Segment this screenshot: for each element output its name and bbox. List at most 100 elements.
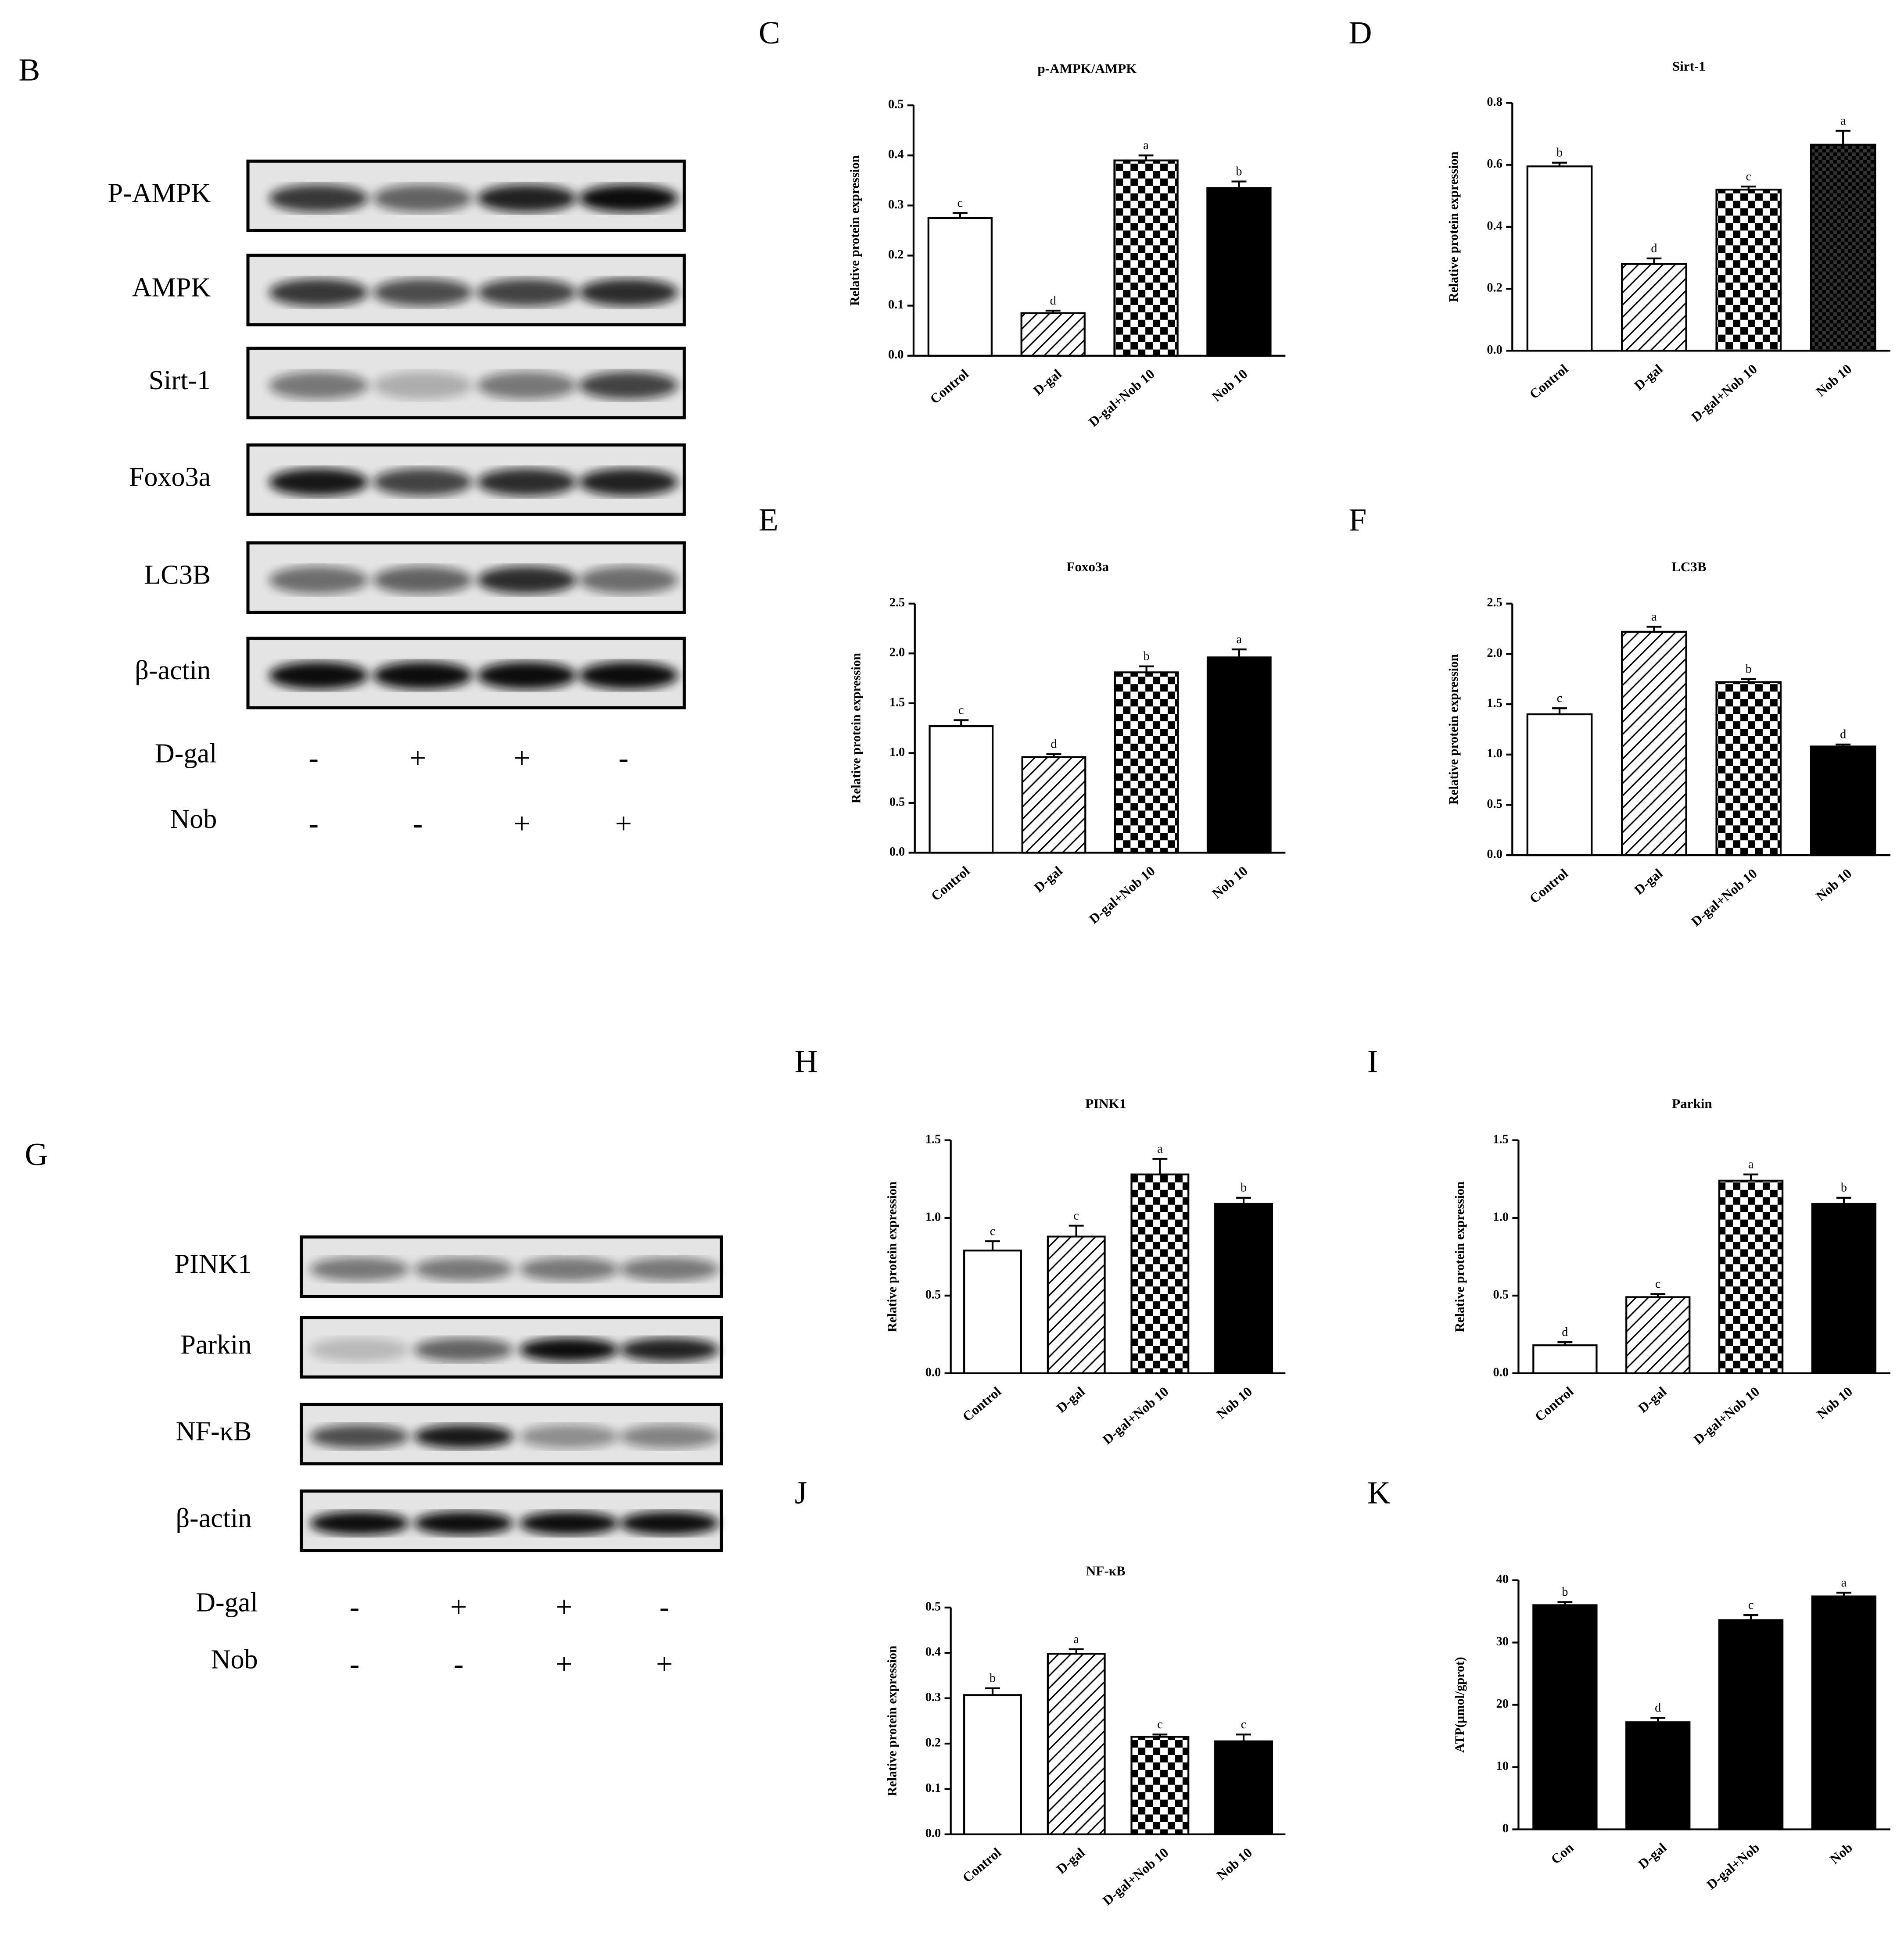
panel-label: F [1348, 502, 1366, 537]
y-tick-label: 0.4 [1487, 219, 1502, 233]
blot-band [310, 1511, 409, 1535]
bar [1206, 187, 1272, 357]
significance-letter: b [990, 1672, 996, 1685]
blot-band [373, 184, 473, 212]
significance-letter: c [1655, 1277, 1661, 1291]
y-tick-label: 1.5 [1487, 697, 1502, 710]
blot-band [477, 566, 577, 594]
significance-letter: d [1562, 1325, 1568, 1339]
significance-letter: a [1237, 633, 1242, 646]
error-bar [1046, 753, 1061, 757]
error-bar [1557, 1601, 1573, 1605]
blot-row-label: Parkin [180, 1330, 251, 1360]
y-tick-label: 2.5 [1487, 596, 1502, 609]
error-bar [1836, 129, 1851, 145]
blot-band [269, 371, 369, 400]
y-tick-label: 0.0 [1487, 848, 1502, 861]
blot-row-label: β-actin [176, 1503, 251, 1533]
error-bar [952, 212, 968, 218]
blot-band [579, 468, 678, 496]
y-tick-label: 0.0 [888, 348, 904, 362]
y-tick-label: 1.5 [889, 695, 905, 709]
chart-title: Sirt-1 [1672, 58, 1706, 74]
significance-letter: b [1236, 165, 1242, 178]
blot-band [477, 661, 577, 690]
bar [927, 217, 993, 357]
error-bar [1557, 1341, 1573, 1346]
error-bar [1236, 1734, 1251, 1741]
blot-band [579, 661, 678, 690]
bar [1718, 1179, 1784, 1375]
treatment-sign: - [619, 741, 629, 774]
bar [1718, 1619, 1784, 1830]
y-axis-label: ATP(μmol/gprot) [1453, 1657, 1467, 1752]
bar [1811, 1595, 1877, 1830]
significance-letter: a [1748, 1158, 1754, 1171]
y-tick-label: 0.4 [888, 148, 904, 161]
error-bar [1743, 1173, 1759, 1181]
significance-letter: c [1073, 1209, 1079, 1222]
y-tick-label: 0.5 [888, 98, 904, 111]
significance-letter: c [1241, 1718, 1247, 1731]
error-bar [1069, 1648, 1084, 1654]
y-axis-label: Relative protein expression [885, 1645, 899, 1796]
bar [1113, 159, 1179, 357]
blot-band [519, 1424, 619, 1449]
panel-label: H [795, 1043, 818, 1079]
blot-band [310, 1257, 409, 1281]
blot-band [269, 468, 369, 496]
blot-band [414, 1257, 513, 1281]
bar [1625, 1296, 1691, 1375]
significance-letter: b [1144, 650, 1150, 663]
chart-title: PINK1 [1085, 1096, 1126, 1111]
bar [1715, 189, 1782, 352]
error-bar [1646, 257, 1662, 264]
blot-band [579, 279, 678, 307]
chart-title: Foxo3a [1066, 559, 1109, 574]
significance-letter: c [957, 196, 963, 210]
blot-row-label: LC3B [144, 560, 211, 590]
blot-band [579, 184, 678, 212]
error-bar [1836, 743, 1851, 747]
blot-band [373, 661, 473, 690]
blot-band [519, 1257, 619, 1281]
significance-letter: a [1841, 1576, 1847, 1590]
significance-letter: c [1557, 691, 1563, 705]
significance-letter: b [1556, 146, 1563, 160]
error-bar [1231, 180, 1247, 188]
bar [1811, 1203, 1877, 1375]
blot-band [414, 1338, 513, 1362]
blot-band [620, 1511, 719, 1535]
treatment-sign: + [409, 741, 426, 774]
blot-band [620, 1424, 719, 1449]
y-tick-label: 1.0 [889, 745, 905, 759]
error-bar [1231, 648, 1247, 658]
chart-title: NF-κB [1086, 1563, 1126, 1578]
treatment-sign: + [556, 1648, 572, 1680]
significance-letter: a [1073, 1633, 1079, 1646]
y-tick-label: 0.5 [1493, 1288, 1509, 1301]
bar [1625, 1721, 1691, 1830]
blot-band [519, 1338, 619, 1362]
significance-letter: d [1655, 1701, 1661, 1715]
error-bar [1139, 665, 1154, 673]
treatment-sign: + [513, 807, 530, 840]
significance-letter: d [1840, 728, 1846, 741]
blot-band [620, 1338, 719, 1362]
bar [1214, 1203, 1273, 1375]
significance-letter: a [1840, 114, 1846, 128]
chart-title: p-AMPK/AMPK [1037, 61, 1137, 76]
blot-band [269, 279, 369, 307]
treatment-sign: + [615, 807, 632, 840]
y-tick-label: 0.6 [1487, 157, 1502, 171]
bar [929, 725, 994, 854]
blot-row-label: P-AMPK [108, 179, 211, 208]
blot-band [373, 468, 473, 496]
error-bar [985, 1687, 1000, 1695]
bar [1715, 681, 1782, 856]
y-tick-label: 2.5 [889, 596, 905, 609]
y-tick-label: 0.2 [1487, 281, 1502, 295]
treatment-sign: + [556, 1590, 572, 1623]
y-tick-label: 0.0 [1493, 1365, 1509, 1379]
blot-row-label: AMPK [132, 272, 211, 302]
